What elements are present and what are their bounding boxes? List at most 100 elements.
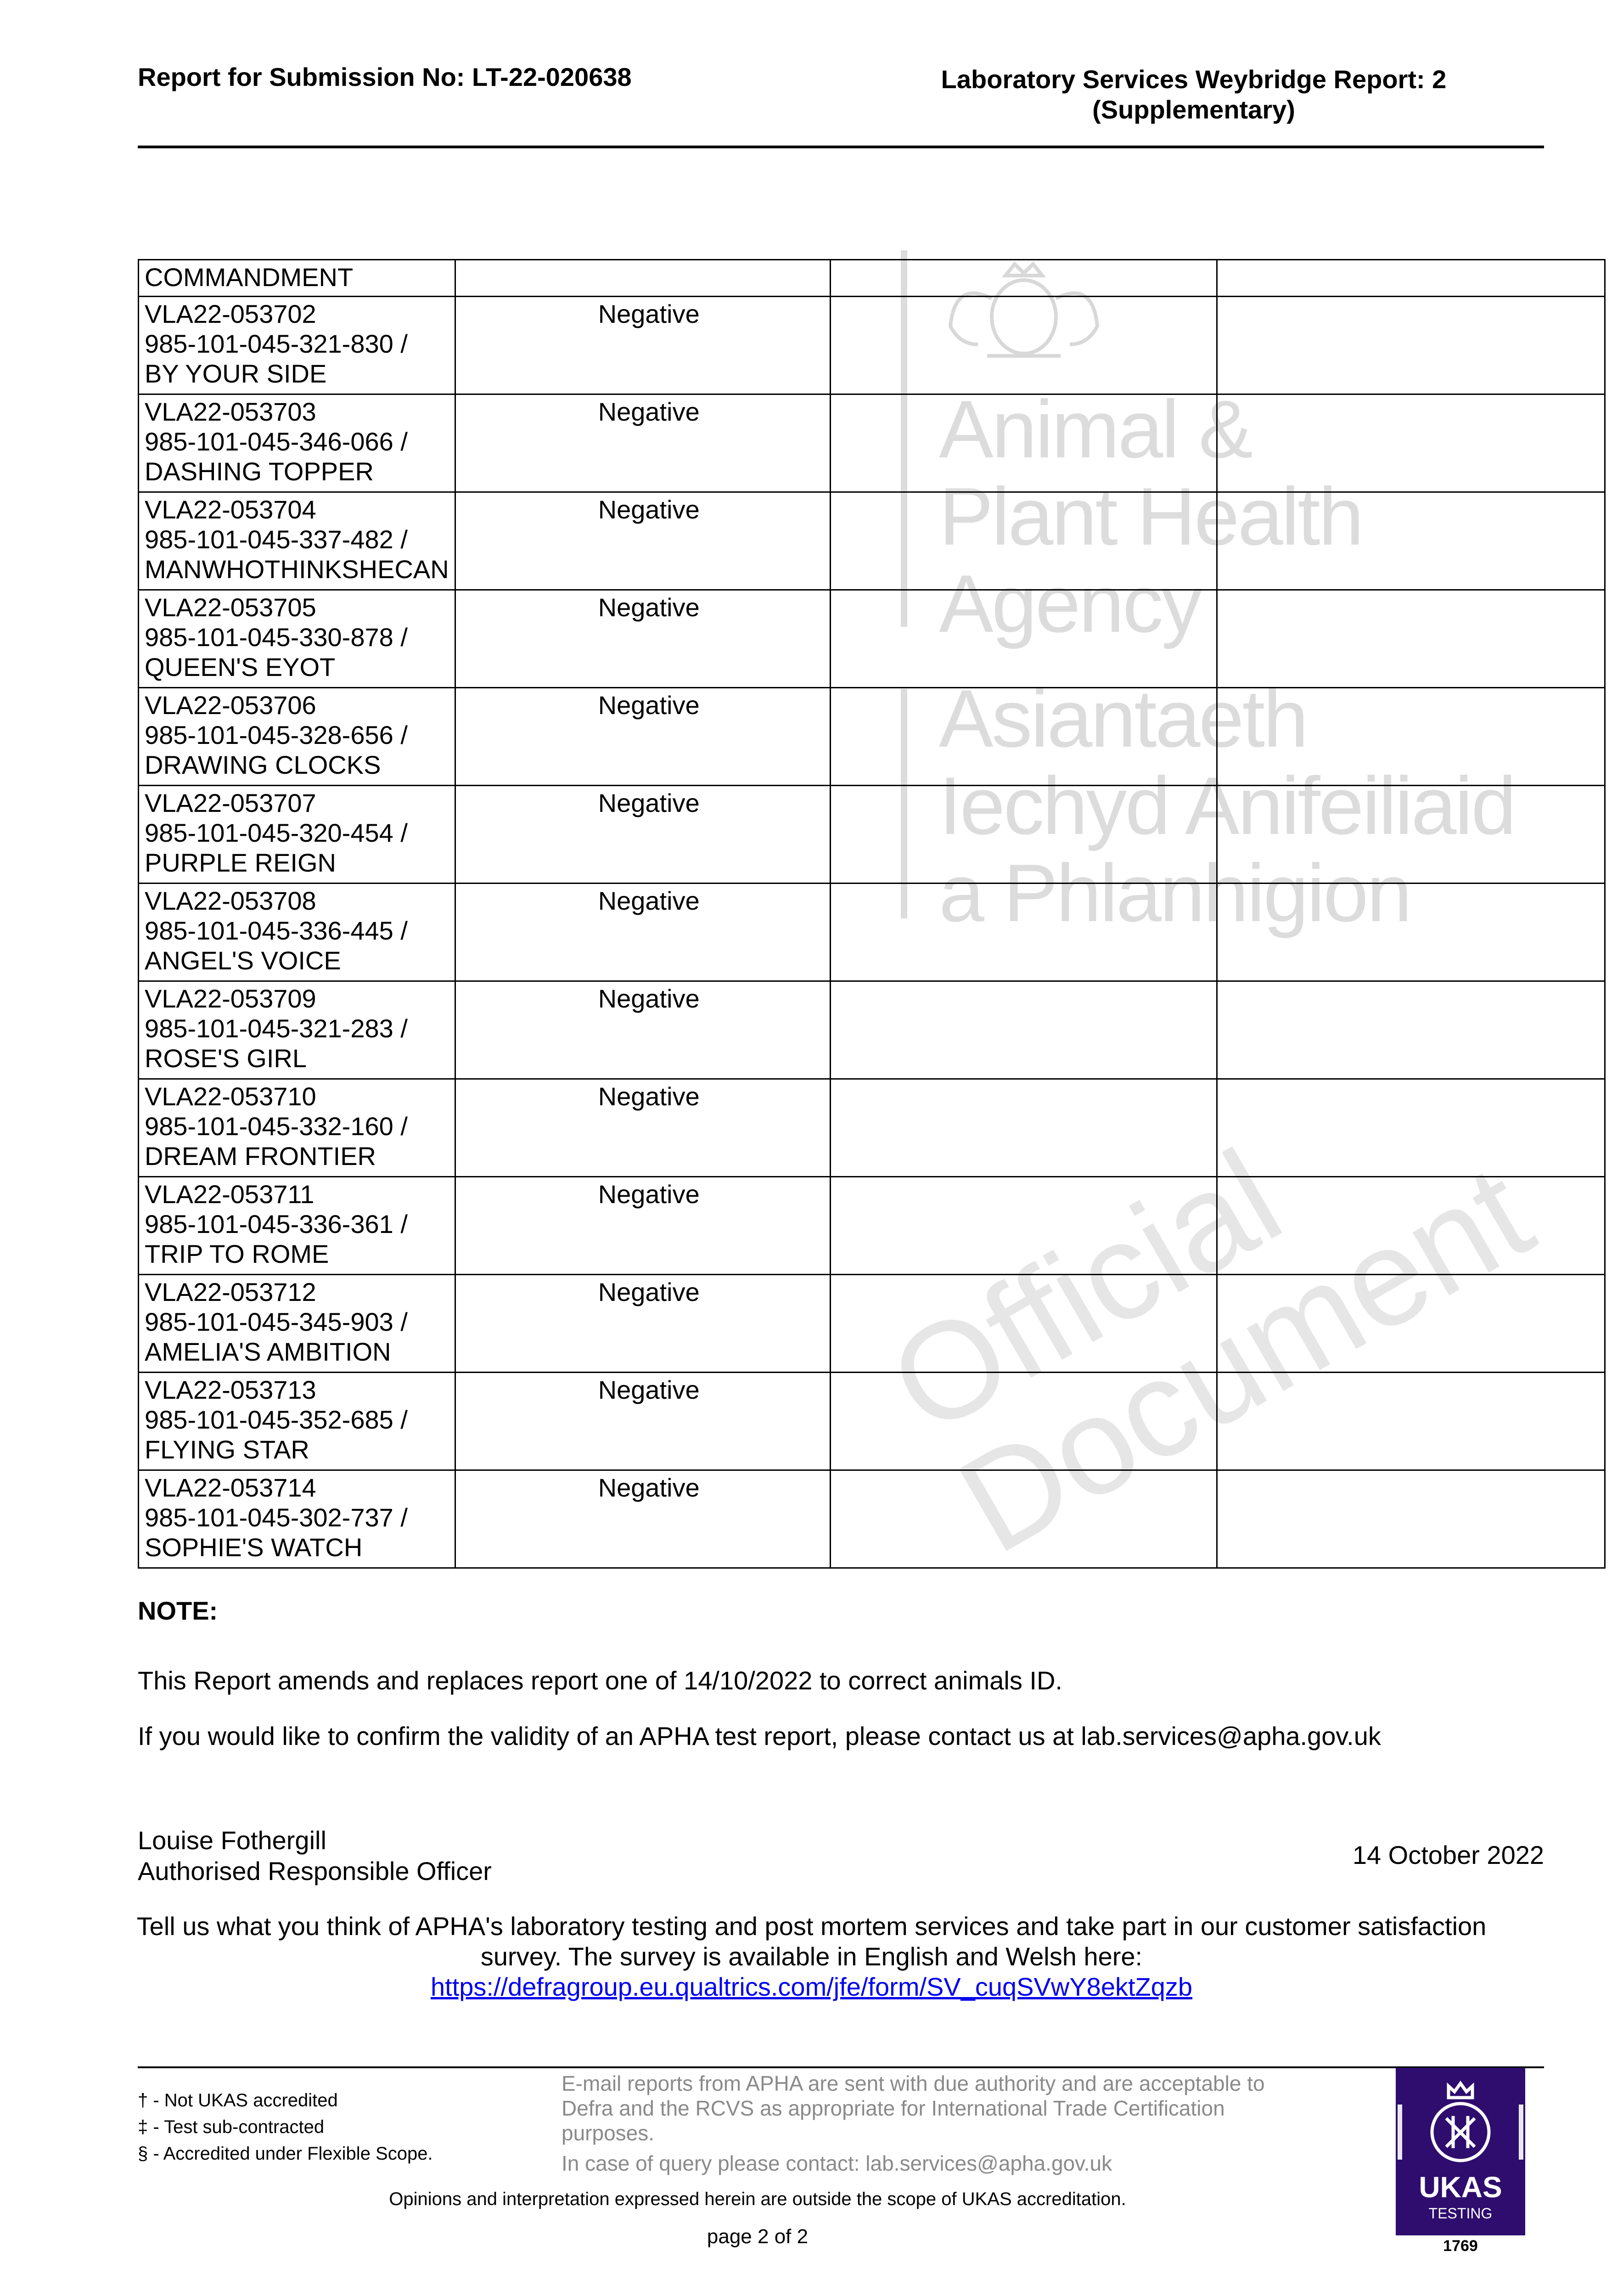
empty-cell [1216, 589, 1606, 688]
signatory-name: Louise Fothergill [138, 1826, 326, 1855]
legend-not-accredited: † - Not UKAS accredited [138, 2090, 338, 2110]
sample-ref: VLA22-053703 [145, 397, 316, 426]
empty-cell [829, 394, 1218, 493]
submission-number: Report for Submission No: LT-22-020638 [138, 62, 632, 91]
email-notice-line: E-mail reports from APHA are sent with d… [562, 2071, 1265, 2095]
empty-cell [829, 491, 1218, 591]
table-row: VLA22-053711 985-101-045-336-361 / TRIP … [138, 1176, 1606, 1275]
sample-ref: VLA22-053706 [145, 691, 316, 720]
legend-flexible-scope: § - Accredited under Flexible Scope. [138, 2144, 433, 2164]
empty-cell [1216, 259, 1606, 297]
result-cell: Negative [454, 1176, 831, 1275]
empty-cell [1216, 1274, 1606, 1373]
sample-cell: VLA22-053710 985-101-045-332-160 / DREAM… [138, 1078, 456, 1177]
ukas-logo: UKAS TESTING [1396, 2068, 1525, 2235]
result-cell: Negative [454, 491, 831, 591]
animal-name: MANWHOTHINKSHECAN [145, 555, 449, 584]
sample-ref: VLA22-053714 [145, 1473, 316, 1502]
animal-name: SOPHIE'S WATCH [145, 1533, 363, 1562]
empty-cell [1216, 883, 1606, 982]
survey-link[interactable]: https://defragroup.eu.qualtrics.com/jfe/… [430, 1972, 1193, 2001]
animal-name: QUEEN'S EYOT [145, 653, 336, 681]
empty-cell [1216, 1078, 1606, 1177]
sample-cell: VLA22-053713 985-101-045-352-685 / FLYIN… [138, 1372, 456, 1471]
animal-name: PURPLE REIGN [145, 848, 336, 877]
animal-id: 985-101-045-328-656 / [145, 720, 408, 749]
sample-ref: VLA22-053712 [145, 1277, 316, 1306]
animal-name: AMELIA'S AMBITION [145, 1337, 391, 1366]
empty-cell [829, 1176, 1218, 1275]
ukas-number: 1769 [1443, 2237, 1478, 2255]
continuation-cell: COMMANDMENT [138, 259, 456, 297]
footer-divider [138, 2066, 1544, 2068]
empty-cell [1216, 394, 1606, 493]
table-row: COMMANDMENT [138, 259, 1606, 297]
table-row: VLA22-053708 985-101-045-336-445 / ANGEL… [138, 883, 1606, 982]
table-row: VLA22-053706 985-101-045-328-656 / DRAWI… [138, 687, 1606, 786]
animal-name: ROSE'S GIRL [145, 1044, 307, 1073]
table-row: VLA22-053703 985-101-045-346-066 / DASHI… [138, 394, 1606, 493]
animal-name: DASHING TOPPER [145, 457, 374, 486]
sample-ref: VLA22-053702 [145, 299, 316, 328]
note-validity: If you would like to confirm the validit… [138, 1722, 1381, 1750]
sample-ref: VLA22-053709 [145, 984, 316, 1013]
table-row: VLA22-053707 985-101-045-320-454 / PURPL… [138, 785, 1606, 884]
survey-text-1: Tell us what you think of APHA's laborat… [136, 1912, 1487, 1941]
email-notice-line: purposes. [562, 2121, 655, 2145]
result-cell: Negative [454, 1372, 831, 1471]
table-row: VLA22-053709 985-101-045-321-283 / ROSE'… [138, 980, 1606, 1080]
empty-cell [829, 1372, 1218, 1471]
sample-ref: VLA22-053711 [145, 1180, 314, 1209]
animal-id: 985-101-045-321-283 / [145, 1014, 408, 1043]
report-title-line1: Laboratory Services Weybridge Report: 2 [941, 65, 1447, 94]
result-cell: Negative [454, 1469, 831, 1569]
survey-text-2: survey. The survey is available in Engli… [480, 1942, 1143, 1971]
footnote-legend: † - Not UKAS accredited ‡ - Test sub-con… [138, 2087, 433, 2167]
animal-id: 985-101-045-345-903 / [145, 1307, 408, 1336]
table-row: VLA22-053712 985-101-045-345-903 / AMELI… [138, 1274, 1606, 1373]
table-row: VLA22-053713 985-101-045-352-685 / FLYIN… [138, 1372, 1606, 1471]
result-cell: Negative [454, 785, 831, 884]
empty-cell [829, 1274, 1218, 1373]
sample-cell: VLA22-053705 985-101-045-330-878 / QUEEN… [138, 589, 456, 688]
sample-cell: VLA22-053706 985-101-045-328-656 / DRAWI… [138, 687, 456, 786]
table-row: VLA22-053704 985-101-045-337-482 / MANWH… [138, 491, 1606, 591]
header-divider [138, 146, 1544, 148]
survey-block: Tell us what you think of APHA's laborat… [28, 1911, 1595, 2002]
empty-cell [829, 296, 1218, 395]
result-cell: Negative [454, 394, 831, 493]
result-cell: Negative [454, 687, 831, 786]
results-table: COMMANDMENT VLA22-053702 985-101-045-321… [138, 259, 1606, 1569]
opinions-disclaimer: Opinions and interpretation expressed he… [389, 2189, 1126, 2209]
animal-id: 985-101-045-332-160 / [145, 1112, 408, 1141]
ukas-sub: TESTING [1428, 2205, 1493, 2222]
animal-id: 985-101-045-336-445 / [145, 916, 408, 945]
empty-cell [829, 687, 1218, 786]
empty-cell [1216, 296, 1606, 395]
empty-cell [829, 259, 1218, 297]
note-amend: This Report amends and replaces report o… [138, 1666, 1062, 1695]
table-row: VLA22-053702 985-101-045-321-830 / BY YO… [138, 296, 1606, 395]
animal-id: 985-101-045-302-737 / [145, 1503, 408, 1532]
animal-id: 985-101-045-336-361 / [145, 1210, 408, 1238]
empty-cell [454, 259, 831, 297]
page-number: page 2 of 2 [707, 2225, 809, 2248]
sample-ref: VLA22-053707 [145, 788, 316, 817]
sample-cell: VLA22-053709 985-101-045-321-283 / ROSE'… [138, 980, 456, 1080]
sample-ref: VLA22-053713 [145, 1375, 316, 1404]
email-notice: E-mail reports from APHA are sent with d… [562, 2071, 1265, 2176]
empty-cell [1216, 1469, 1606, 1569]
empty-cell [1216, 1176, 1606, 1275]
animal-id: 985-101-045-321-830 / [145, 329, 408, 358]
sample-cell: VLA22-053707 985-101-045-320-454 / PURPL… [138, 785, 456, 884]
empty-cell [1216, 980, 1606, 1080]
sample-ref: VLA22-053710 [145, 1082, 316, 1111]
sample-ref: VLA22-053704 [145, 495, 316, 524]
animal-name: TRIP TO ROME [145, 1239, 329, 1268]
empty-cell [829, 980, 1218, 1080]
animal-name: BY YOUR SIDE [145, 359, 327, 388]
sample-cell: VLA22-053703 985-101-045-346-066 / DASHI… [138, 394, 456, 493]
sample-cell: VLA22-053711 985-101-045-336-361 / TRIP … [138, 1176, 456, 1275]
report-title-line2: (Supplementary) [1092, 95, 1295, 124]
empty-cell [829, 883, 1218, 982]
